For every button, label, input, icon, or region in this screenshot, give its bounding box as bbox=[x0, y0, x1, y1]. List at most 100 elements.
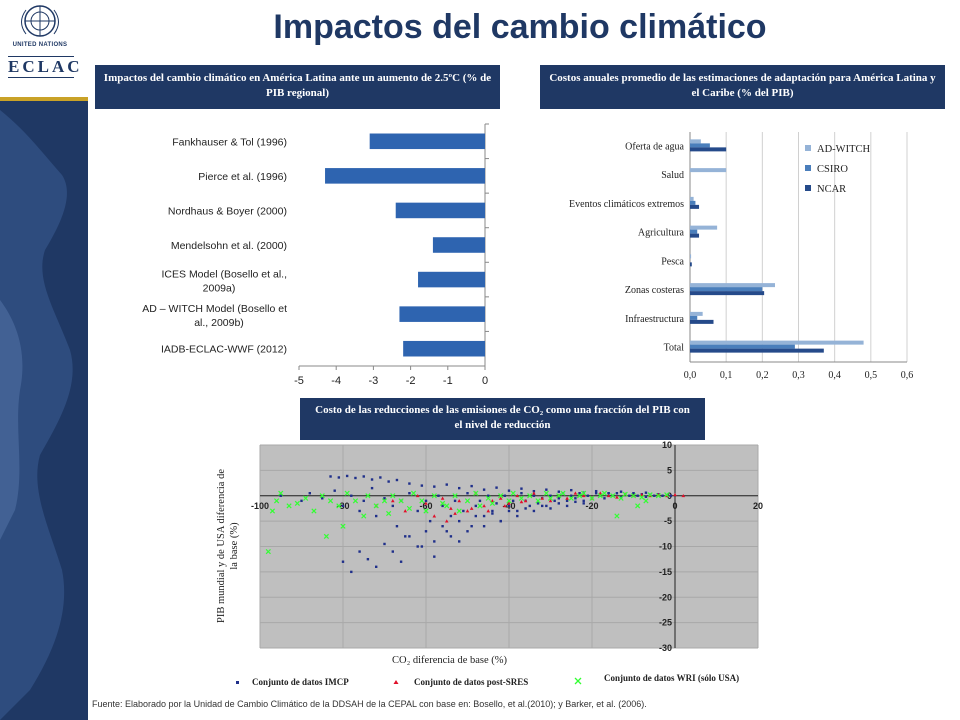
x-tick-label-6: 20 bbox=[753, 501, 763, 511]
point-imcp-123 bbox=[458, 519, 461, 523]
chart2-adaptation-bar: 0,0 0,1 0,2 0,3 0,4 0,5 0,6 Oferta de agua Salud… bbox=[569, 132, 914, 381]
y-tick-label-6: -20 bbox=[659, 592, 672, 602]
point-imcp-85 bbox=[379, 476, 382, 479]
point-imcp-20 bbox=[428, 519, 432, 523]
point-imcp-136 bbox=[565, 504, 569, 508]
point-wri-40 bbox=[527, 493, 533, 499]
point-imcp-86 bbox=[387, 480, 390, 483]
point-post-sres-8 bbox=[457, 499, 461, 503]
point-imcp-122 bbox=[449, 535, 453, 538]
point-wri-41 bbox=[535, 498, 541, 504]
x-tick-label-5: 0 bbox=[482, 375, 488, 387]
chart2-title: Costos anuales promedio de las estimacio… bbox=[540, 65, 945, 109]
point-imcp-130 bbox=[516, 514, 519, 518]
un-emblem-icon bbox=[21, 5, 59, 37]
legend-swatch-2 bbox=[805, 185, 811, 191]
point-imcp-22 bbox=[437, 494, 440, 497]
bar-ad-witch-7 bbox=[690, 340, 864, 345]
category-label-2: Eventos climáticos extremos bbox=[569, 199, 684, 210]
point-imcp-94 bbox=[482, 488, 486, 491]
point-wri-16 bbox=[365, 493, 371, 499]
point-imcp-54 bbox=[570, 494, 573, 497]
y-tick-label-4: -10 bbox=[659, 542, 672, 552]
chart3-emissions-scatter: -100-80-60-40-200201050-5-10-15-20-25-30… bbox=[216, 440, 763, 687]
point-wri-59 bbox=[664, 492, 670, 498]
x-tick-label-4: 0,4 bbox=[828, 370, 841, 381]
point-imcp-33 bbox=[482, 514, 486, 518]
point-wri-32 bbox=[473, 490, 479, 496]
point-wri-24 bbox=[419, 498, 425, 504]
y-tick-label-5: -15 bbox=[659, 567, 672, 577]
point-imcp-127 bbox=[491, 512, 494, 515]
point-wri-13 bbox=[344, 490, 350, 496]
bar-ad-witch-5 bbox=[690, 283, 775, 288]
point-wri-23 bbox=[410, 490, 417, 496]
x-tick-label-1: -4 bbox=[331, 375, 341, 387]
point-imcp-2 bbox=[308, 492, 311, 495]
point-post-sres-16 bbox=[523, 499, 528, 503]
point-wri-1 bbox=[269, 508, 276, 514]
point-wri-36 bbox=[498, 493, 504, 499]
point-post-sres-18 bbox=[540, 496, 544, 500]
bar-ad-witch-0 bbox=[690, 139, 701, 144]
bar-0 bbox=[369, 133, 485, 150]
point-imcp-55 bbox=[574, 497, 577, 500]
x-tick-label-2: -3 bbox=[369, 375, 379, 387]
point-imcp-135 bbox=[557, 502, 560, 505]
point-imcp-118 bbox=[416, 545, 419, 548]
x-axis-label: CO₂ diferencia de base (%) bbox=[392, 655, 508, 666]
point-wri-46 bbox=[568, 495, 574, 501]
point-imcp-138 bbox=[582, 502, 585, 505]
bar-2 bbox=[395, 202, 485, 219]
point-post-sres-1 bbox=[391, 499, 395, 503]
point-wri-5 bbox=[294, 500, 300, 506]
x-tick-label-6: 0,6 bbox=[901, 370, 914, 381]
point-wri-3 bbox=[278, 490, 284, 496]
gold-divider bbox=[0, 97, 88, 101]
point-imcp-93 bbox=[470, 484, 473, 488]
y-tick-label-1: 5 bbox=[667, 465, 672, 475]
point-imcp-100 bbox=[557, 490, 560, 493]
point-imcp-124 bbox=[466, 530, 469, 533]
point-wri-56 bbox=[639, 494, 645, 500]
point-post-sres-36 bbox=[444, 519, 449, 523]
point-imcp-70 bbox=[636, 494, 639, 497]
point-imcp-125 bbox=[474, 514, 477, 518]
category-label-1: Salud bbox=[661, 170, 684, 181]
point-imcp-40 bbox=[511, 499, 515, 503]
point-post-sres-6 bbox=[440, 496, 445, 500]
point-imcp-129 bbox=[507, 509, 511, 513]
point-imcp-29 bbox=[466, 492, 469, 495]
point-wri-7 bbox=[311, 508, 317, 514]
point-imcp-28 bbox=[462, 509, 465, 513]
point-imcp-91 bbox=[445, 483, 448, 486]
point-imcp-92 bbox=[458, 486, 461, 490]
bar-5 bbox=[399, 306, 485, 322]
point-imcp-26 bbox=[453, 499, 457, 503]
point-imcp-132 bbox=[532, 509, 536, 513]
point-wri-58 bbox=[655, 493, 662, 499]
point-imcp-107 bbox=[644, 491, 648, 494]
point-imcp-5 bbox=[341, 504, 345, 508]
point-post-sres-3 bbox=[415, 493, 420, 498]
point-imcp-41 bbox=[516, 509, 519, 513]
point-imcp-109 bbox=[341, 560, 345, 563]
point-wri-15 bbox=[361, 513, 367, 519]
point-post-sres-37 bbox=[453, 511, 457, 515]
chart1-title: Impactos del cambio climático en América… bbox=[95, 65, 500, 109]
point-imcp-60 bbox=[594, 492, 598, 495]
point-imcp-11 bbox=[383, 497, 386, 500]
y-tick-label-0: 10 bbox=[662, 440, 672, 450]
point-imcp-38 bbox=[503, 494, 507, 497]
category-label-2: Nordhaus & Boyer (2000) bbox=[168, 205, 287, 217]
point-imcp-128 bbox=[499, 519, 502, 523]
x-tick-label-5: 0 bbox=[672, 501, 677, 511]
point-imcp-84 bbox=[370, 478, 374, 481]
point-imcp-34 bbox=[487, 494, 490, 497]
point-post-sres-30 bbox=[640, 492, 644, 497]
point-imcp-120 bbox=[433, 540, 436, 543]
point-imcp-51 bbox=[557, 497, 560, 500]
point-post-sres-14 bbox=[507, 501, 511, 505]
category-label-0: Oferta de agua bbox=[625, 141, 684, 152]
point-imcp-101 bbox=[570, 488, 573, 492]
